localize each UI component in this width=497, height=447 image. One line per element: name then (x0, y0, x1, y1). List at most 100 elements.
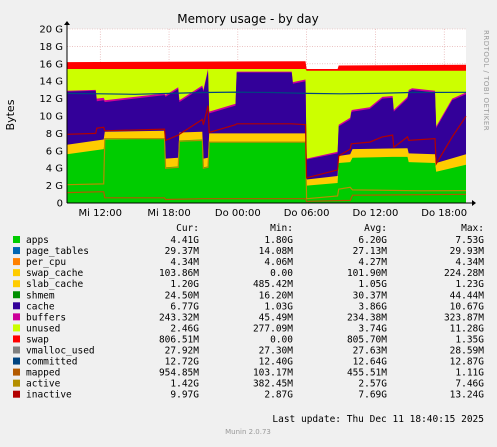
legend-cur-swap_cache: 103.86M (159, 268, 199, 279)
legend-label-slab_cache: slab_cache (26, 279, 83, 290)
legend-column-header: Avg: (364, 223, 387, 234)
legend-max-slab_cache: 1.23G (455, 279, 484, 290)
y-tick-label: 10 G (39, 112, 63, 123)
legend-avg-buffers: 234.38M (347, 312, 387, 323)
legend-label-cache: cache (26, 301, 55, 312)
legend-swatch-cache (13, 302, 20, 310)
x-tick-label: Do 06:00 (284, 208, 330, 219)
legend-min-mapped: 103.17M (253, 368, 293, 379)
y-tick-label: 20 G (39, 25, 63, 36)
legend-swatch-page_tables (13, 247, 20, 255)
legend-swatch-shmem (13, 291, 20, 299)
legend-min-per_cpu: 4.06M (264, 257, 293, 268)
y-axis-label: Bytes (4, 99, 17, 130)
x-tick-label: Do 18:00 (421, 208, 467, 219)
legend-swatch-inactive (13, 390, 20, 398)
legend-min-buffers: 45.49M (259, 312, 294, 323)
legend-min-active: 382.45M (253, 379, 293, 390)
legend-label-buffers: buffers (26, 312, 66, 323)
legend-avg-swap: 805.70M (347, 334, 387, 345)
legend-cur-slab_cache: 1.20G (170, 279, 199, 290)
legend-swatch-apps (13, 236, 20, 243)
legend-cur-unused: 2.46G (170, 323, 199, 334)
line-committed (66, 91, 467, 95)
legend-max-cache: 10.67G (450, 301, 485, 312)
legend-cur-shmem: 24.50M (165, 290, 200, 301)
legend-swatch-active (13, 379, 20, 387)
x-tick-label: Mi 12:00 (79, 208, 122, 219)
legend-avg-active: 2.57G (358, 379, 387, 390)
legend-avg-swap_cache: 101.90M (347, 268, 387, 279)
x-tick-label: Mi 18:00 (147, 208, 190, 219)
legend-avg-cache: 3.86G (358, 301, 387, 312)
legend-avg-inactive: 7.69G (358, 390, 387, 401)
legend-swatch-buffers (13, 313, 20, 321)
y-tick-label: 16 G (39, 59, 63, 70)
legend-max-committed: 12.87G (450, 357, 485, 368)
last-update-text: Last update: Thu Dec 11 18:40:15 2025 (272, 414, 484, 425)
legend-avg-vmalloc_used: 27.63M (353, 346, 388, 357)
legend-avg-shmem: 30.37M (353, 290, 388, 301)
legend-avg-per_cpu: 4.27M (358, 257, 387, 268)
y-axis-arrow (64, 21, 70, 25)
x-tick-label: Do 00:00 (215, 208, 261, 219)
legend-max-inactive: 13.24G (450, 390, 485, 401)
legend-min-page_tables: 14.08M (259, 246, 294, 257)
chart-title: Memory usage - by day (177, 12, 318, 26)
x-axis-arrow (472, 200, 476, 206)
legend-swatch-swap_cache (13, 269, 20, 277)
legend-max-apps: 7.53G (455, 235, 484, 246)
legend-cur-page_tables: 29.37M (165, 246, 200, 257)
plot-area: 0 2 G 4 G 6 G 8 G 10 G 12 G 14 G 16 G 18 G 20 G Mi … (39, 21, 476, 219)
legend-cur-swap: 806.51M (159, 334, 199, 345)
legend-swatch-mapped (13, 368, 20, 376)
legend-column-header: Max: (461, 223, 484, 234)
legend-label-active: active (26, 379, 61, 390)
legend-min-unused: 277.09M (253, 323, 293, 334)
y-tick-label: 6 G (46, 146, 63, 157)
legend-cur-mapped: 954.85M (159, 368, 199, 379)
area-apps (67, 138, 466, 203)
legend-swatch-unused (13, 324, 20, 332)
y-tick-label: 12 G (39, 94, 63, 105)
legend-cur-inactive: 9.97G (170, 390, 199, 401)
legend-min-slab_cache: 485.42M (253, 279, 293, 290)
line-inactive (66, 105, 467, 179)
legend-avg-slab_cache: 1.05G (358, 279, 387, 290)
legend-label-swap_cache: swap_cache (26, 268, 83, 279)
legend-swatch-committed (13, 357, 20, 365)
legend-swatch-vmalloc_used (13, 346, 20, 354)
legend-min-swap: 0.00 (270, 334, 293, 345)
x-tick-label: Do 12:00 (353, 208, 399, 219)
legend-max-mapped: 1.11G (455, 368, 484, 379)
legend-label-inactive: inactive (26, 390, 72, 401)
y-tick-label: 0 (57, 199, 63, 210)
legend-max-per_cpu: 4.34M (455, 257, 484, 268)
legend-min-inactive: 2.87G (264, 390, 293, 401)
munin-version: Munin 2.0.73 (225, 428, 271, 436)
y-tick-label: 14 G (39, 77, 63, 88)
y-tick-label: 2 G (46, 181, 63, 192)
legend-max-active: 7.46G (455, 379, 484, 390)
legend-swatch-swap (13, 335, 20, 343)
legend-label-committed: committed (26, 357, 77, 368)
legend-avg-committed: 12.64G (353, 357, 388, 368)
legend-label-vmalloc_used: vmalloc_used (26, 346, 95, 357)
legend-max-shmem: 44.44M (450, 290, 485, 301)
rrdtool-credit: RRDTOOL / TOBI OETIKER (482, 30, 490, 131)
legend: Cur: Min: Avg: Max: apps 4.41G 1.80G 6.20G 7.53G… (13, 223, 484, 401)
legend-avg-page_tables: 27.13M (353, 246, 388, 257)
legend-avg-apps: 6.20G (358, 235, 387, 246)
legend-cur-per_cpu: 4.34M (170, 257, 199, 268)
line-active (66, 138, 467, 200)
legend-label-shmem: shmem (26, 290, 55, 301)
legend-cur-vmalloc_used: 27.92M (165, 346, 200, 357)
legend-column-header: Min: (270, 223, 293, 234)
legend-min-committed: 12.40G (259, 357, 294, 368)
legend-label-page_tables: page_tables (26, 246, 89, 257)
legend-label-mapped: mapped (26, 368, 60, 379)
legend-min-vmalloc_used: 27.30M (259, 346, 294, 357)
legend-max-unused: 11.28G (450, 323, 485, 334)
